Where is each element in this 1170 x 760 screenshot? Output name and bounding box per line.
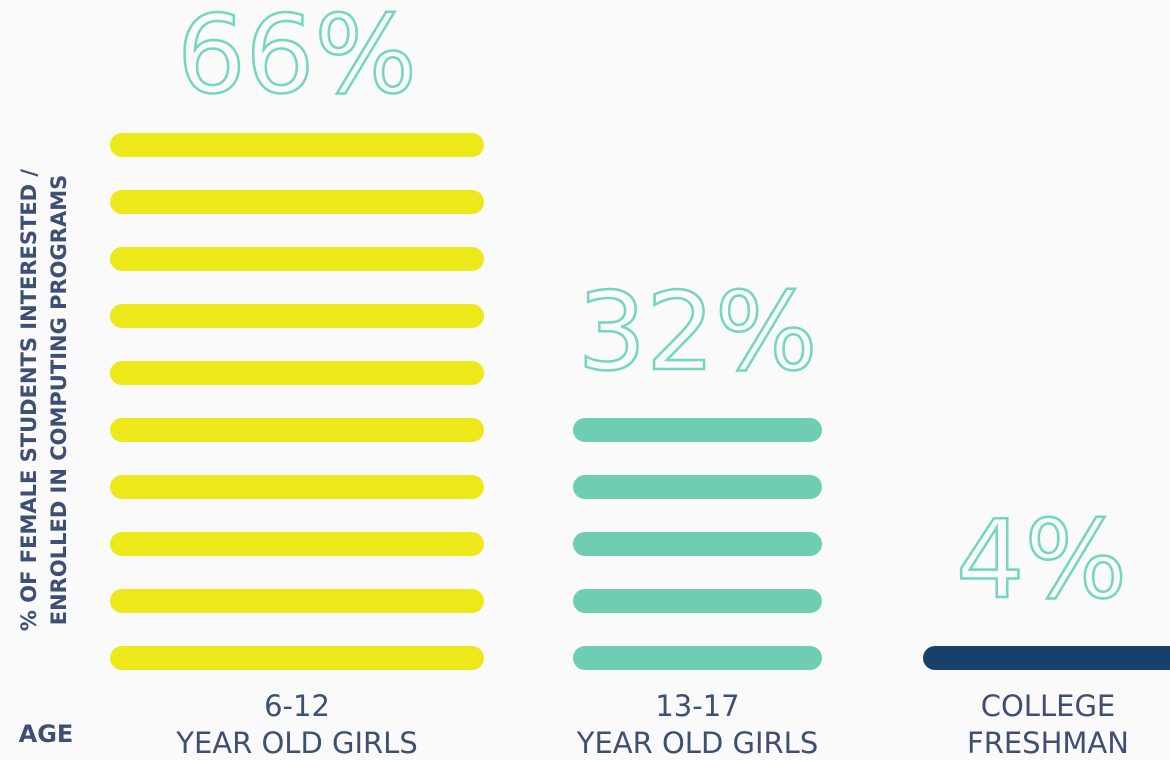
x-tick-label: 13-17 — [655, 689, 739, 723]
bar — [110, 132, 484, 671]
y-label-line: % OF FEMALE STUDENTS INTERESTED / — [17, 169, 41, 631]
x-tick-label: COLLEGE — [981, 689, 1116, 723]
x-axis-label: AGE — [19, 720, 74, 748]
bar — [573, 409, 822, 670]
x-tick-label: 6-12 — [264, 689, 330, 723]
bar — [923, 637, 1170, 670]
value-label: 66% — [177, 0, 417, 118]
y-axis-label: % OF FEMALE STUDENTS INTERESTED / ENROLL… — [17, 169, 71, 631]
value-label: 32% — [577, 270, 817, 395]
value-label: 4% — [956, 498, 1127, 623]
x-tick-label: YEAR OLD GIRLS — [576, 726, 819, 760]
x-tick-label: FRESHMAN — [967, 726, 1129, 760]
y-label-line: ENROLLED IN COMPUTING PROGRAMS — [47, 175, 71, 625]
x-tick-label: YEAR OLD GIRLS — [175, 726, 418, 760]
